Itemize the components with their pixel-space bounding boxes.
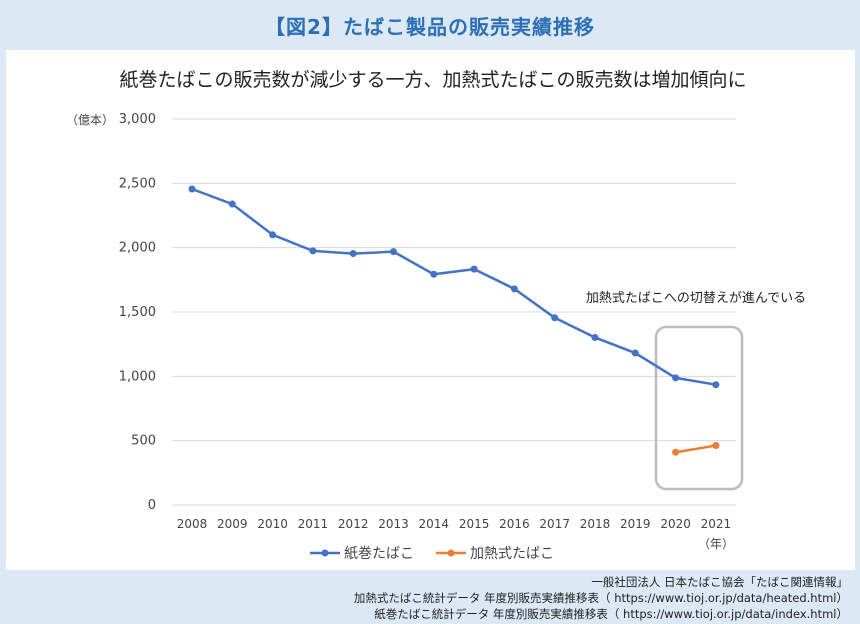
x-tick-label-9: 2017 xyxy=(539,517,570,531)
x-tick-label-11: 2019 xyxy=(620,517,651,531)
series-0-point-6 xyxy=(430,270,438,278)
x-tick-label-10: 2018 xyxy=(580,517,611,531)
series-1-point-13 xyxy=(712,442,720,450)
series-0-point-4 xyxy=(349,250,357,258)
chart-title: 紙巻たばこの販売数が減少する一方、加熱式たばこの販売数は増加傾向に xyxy=(119,69,746,91)
x-tick-label-3: 2011 xyxy=(298,517,329,531)
legend: 紙巻たばこ 加熱式たばこ xyxy=(310,546,554,562)
series-line-1 xyxy=(675,444,717,454)
legend-marker-0 xyxy=(321,549,329,557)
source-line-2: 加熱式たばこ統計データ 年度別販売実績推移表（ https://www.tioj… xyxy=(353,591,848,605)
y-tick-label-2: 1,000 xyxy=(119,369,156,384)
y-unit-label: （億本） xyxy=(66,113,114,127)
page-header: 【図2】たばこ製品の販売実績推移 xyxy=(0,0,860,50)
series-0-point-5 xyxy=(390,248,397,256)
series-0-point-11 xyxy=(631,349,639,357)
x-tick-label-12: 2020 xyxy=(660,517,691,531)
source-notes: 一般社団法人 日本たばこ協会「たばこ関連情報」 加熱式たばこ統計データ 年度別販… xyxy=(248,574,848,622)
source-line-1: 一般社団法人 日本たばこ協会「たばこ関連情報」 xyxy=(591,575,848,589)
y-tick-label-3: 1,500 xyxy=(119,305,156,320)
y-tick-label-1: 500 xyxy=(131,434,156,449)
x-tick-label-13: 2021 xyxy=(701,517,732,531)
legend-marker-1 xyxy=(447,549,455,557)
series-line-0 xyxy=(191,187,717,386)
y-tick-label-0: 0 xyxy=(148,498,156,513)
x-tick-label-0: 2008 xyxy=(177,517,208,531)
x-tick-label-5: 2013 xyxy=(378,517,409,531)
grid-lines xyxy=(172,118,736,506)
series-0-point-12 xyxy=(672,374,680,382)
series-layer xyxy=(188,185,720,456)
y-tick-label-4: 2,000 xyxy=(119,241,156,256)
x-axis-ticks: 2008 2009 2010 2011 2012 2013 2014 2015 2016 2017… xyxy=(177,517,731,531)
annotation-text: 加熱式たばこへの切替えが進んでいる xyxy=(586,291,806,306)
y-axis-ticks: 0 500 1,000 1,500 2,000 2,500 3,000 xyxy=(119,112,156,513)
series-1-point-12 xyxy=(672,448,680,456)
x-tick-label-7: 2015 xyxy=(459,517,490,531)
source-line-3: 紙巻たばこ統計データ 年度別販売実績推移表（ https://www.tioj.… xyxy=(374,607,848,621)
y-tick-label-5: 2,500 xyxy=(119,176,156,191)
x-tick-label-4: 2012 xyxy=(338,517,369,531)
x-tick-label-8: 2016 xyxy=(499,517,530,531)
chart-panel: 紙巻たばこの販売数が減少する一方、加熱式たばこの販売数は増加傾向に 0 500 1,… xyxy=(6,50,855,570)
x-tick-label-1: 2009 xyxy=(217,517,248,531)
series-0-point-13 xyxy=(712,381,720,389)
highlight-box xyxy=(654,325,744,491)
line-chart: 紙巻たばこの販売数が減少する一方、加熱式たばこの販売数は増加傾向に 0 500 1,… xyxy=(66,69,806,562)
x-tick-label-6: 2014 xyxy=(419,517,450,531)
series-0-point-3 xyxy=(309,247,317,255)
series-0-point-7 xyxy=(470,265,478,273)
header-title: 【図2】たばこ製品の販売実績推移 xyxy=(265,14,595,39)
series-0-point-10 xyxy=(591,333,599,341)
x-unit-label: （年） xyxy=(698,537,734,551)
series-0-point-2 xyxy=(269,231,277,239)
series-0-point-0 xyxy=(188,185,196,193)
y-tick-label-6: 3,000 xyxy=(119,112,156,127)
series-0-point-1 xyxy=(228,200,236,208)
series-0-point-8 xyxy=(510,285,518,293)
legend-label-0: 紙巻たばこ xyxy=(344,546,414,562)
x-tick-label-2: 2010 xyxy=(257,517,288,531)
legend-label-1: 加熱式たばこ xyxy=(470,546,554,562)
series-0-point-9 xyxy=(551,314,559,322)
